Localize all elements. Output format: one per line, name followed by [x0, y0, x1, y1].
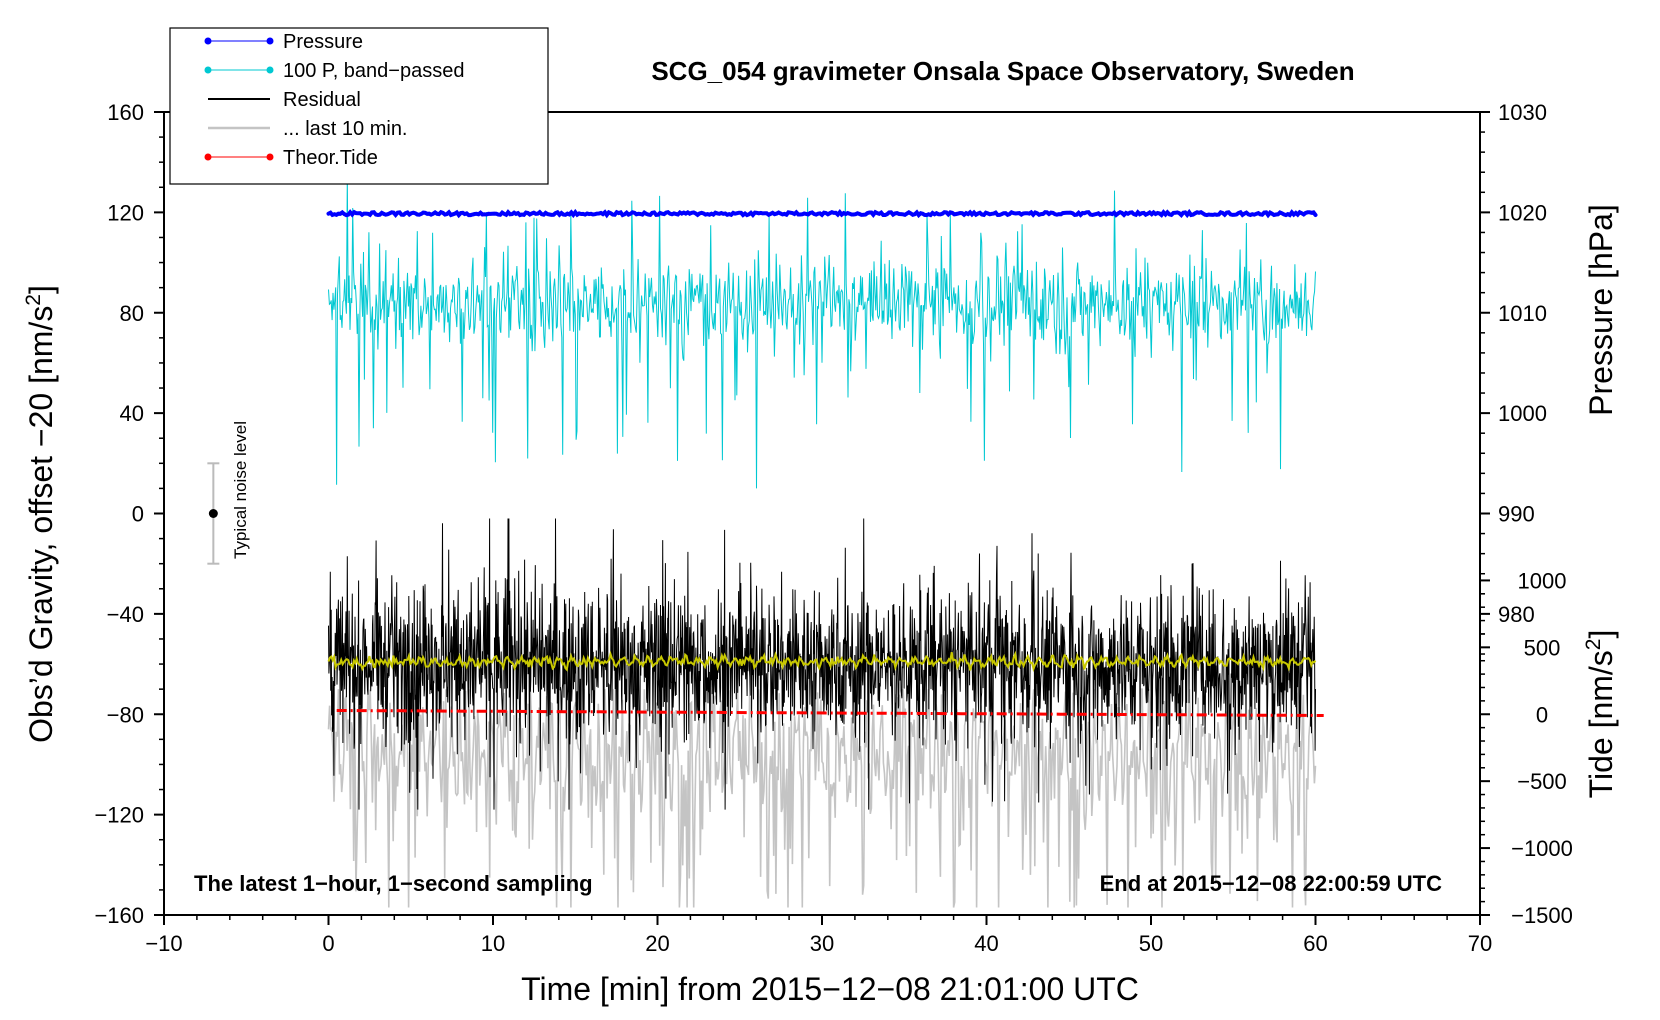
legend-marker	[204, 66, 212, 74]
y-axis-tide-title-sup: 2	[1582, 639, 1605, 651]
legend-box	[169, 27, 549, 185]
x-tick-label: 30	[810, 931, 834, 956]
y-left-tick-label: 120	[107, 200, 144, 225]
x-axis-title: Time [min] from 2015−12−08 21:01:00 UTC	[521, 971, 1139, 1007]
series-theor-tide-line	[336, 709, 1324, 717]
legend-marker	[204, 153, 212, 161]
y-tide-tick-label: 0	[1536, 702, 1548, 727]
legend-label: Theor.Tide	[283, 147, 378, 169]
x-tick-label: 40	[974, 931, 998, 956]
series-band-passed-line	[328, 174, 1316, 489]
noise-level-label: Typical noise level	[231, 421, 250, 559]
y-axis-tide-title-main: Tide [nm/s	[1583, 650, 1619, 798]
y-left-tick-label: 0	[132, 502, 144, 527]
y-axis-left-title-main: Obs’d Gravity, offset −20 [nm/s	[23, 306, 59, 743]
y-tide-tick-label: −1000	[1511, 836, 1573, 861]
x-tick-label: 10	[481, 931, 505, 956]
series-pressure-line	[326, 208, 1318, 219]
y-left-tick-label: 80	[120, 301, 144, 326]
x-tick-label: 60	[1303, 931, 1327, 956]
y-axis-left-title: Obs’d Gravity, offset −20 [nm/s2]	[22, 285, 59, 743]
series-smoothed-residual-line	[327, 650, 1317, 673]
x-tick-label: 20	[645, 931, 669, 956]
x-tick-label: 0	[322, 931, 334, 956]
legend: Pressure 100 P, band−passed Residual ... la…	[169, 27, 549, 185]
y-tide-tick-label: −1500	[1511, 903, 1573, 928]
legend-marker	[266, 153, 274, 161]
noise-bar-center-dot	[208, 509, 218, 518]
sampling-note: The latest 1−hour, 1−second sampling	[194, 871, 593, 896]
noise-level-indicator	[207, 462, 220, 565]
series-layer	[326, 174, 1324, 908]
series-residual-line	[328, 518, 1316, 810]
series-last-10-min-line	[327, 688, 1317, 908]
y-tide-tick-label: 1000	[1518, 568, 1567, 593]
x-tick-label: 50	[1139, 931, 1163, 956]
x-tick-label: 70	[1468, 931, 1492, 956]
y-pressure-tick-label: 1010	[1498, 301, 1547, 326]
y-pressure-tick-label: 990	[1498, 502, 1535, 527]
y-axis-left-title-end: ]	[23, 285, 59, 294]
y-left-tick-label: −120	[94, 803, 144, 828]
y-tide-tick-label: 500	[1524, 635, 1561, 660]
chart-title: SCG_054 gravimeter Onsala Space Observat…	[651, 56, 1354, 86]
legend-marker	[204, 37, 212, 45]
y-axis-tide-title-end: ]	[1583, 630, 1619, 639]
y-pressure-tick-label: 1000	[1498, 401, 1547, 426]
legend-label: ... last 10 min.	[283, 118, 408, 140]
legend-label: 100 P, band−passed	[283, 60, 464, 82]
legend-label: Pressure	[283, 31, 363, 53]
y-left-tick-label: −80	[107, 702, 144, 727]
y-left-tick-label: −160	[94, 903, 144, 928]
y-left-tick-label: −40	[107, 602, 144, 627]
ticks-layer: −10 0 10 20 30 40 50 60 7016012080400−40−80−120−…	[94, 100, 1572, 956]
end-time-note: End at 2015−12−08 22:00:59 UTC	[1100, 871, 1443, 896]
legend-marker	[266, 37, 274, 45]
legend-label: Residual	[283, 89, 361, 111]
x-tick-label: −10	[145, 931, 182, 956]
y-left-tick-label: 160	[107, 100, 144, 125]
y-axis-left-title-sup: 2	[22, 294, 45, 306]
y-pressure-tick-label: 980	[1498, 602, 1535, 627]
y-axis-tide-title: Tide [nm/s2]	[1582, 630, 1619, 799]
y-pressure-tick-label: 1030	[1498, 100, 1547, 125]
y-pressure-tick-label: 1020	[1498, 200, 1547, 225]
legend-marker	[266, 66, 274, 74]
y-left-tick-label: 40	[120, 401, 144, 426]
y-tide-tick-label: −500	[1517, 769, 1567, 794]
y-axis-pressure-title: Pressure [hPa]	[1583, 204, 1619, 416]
